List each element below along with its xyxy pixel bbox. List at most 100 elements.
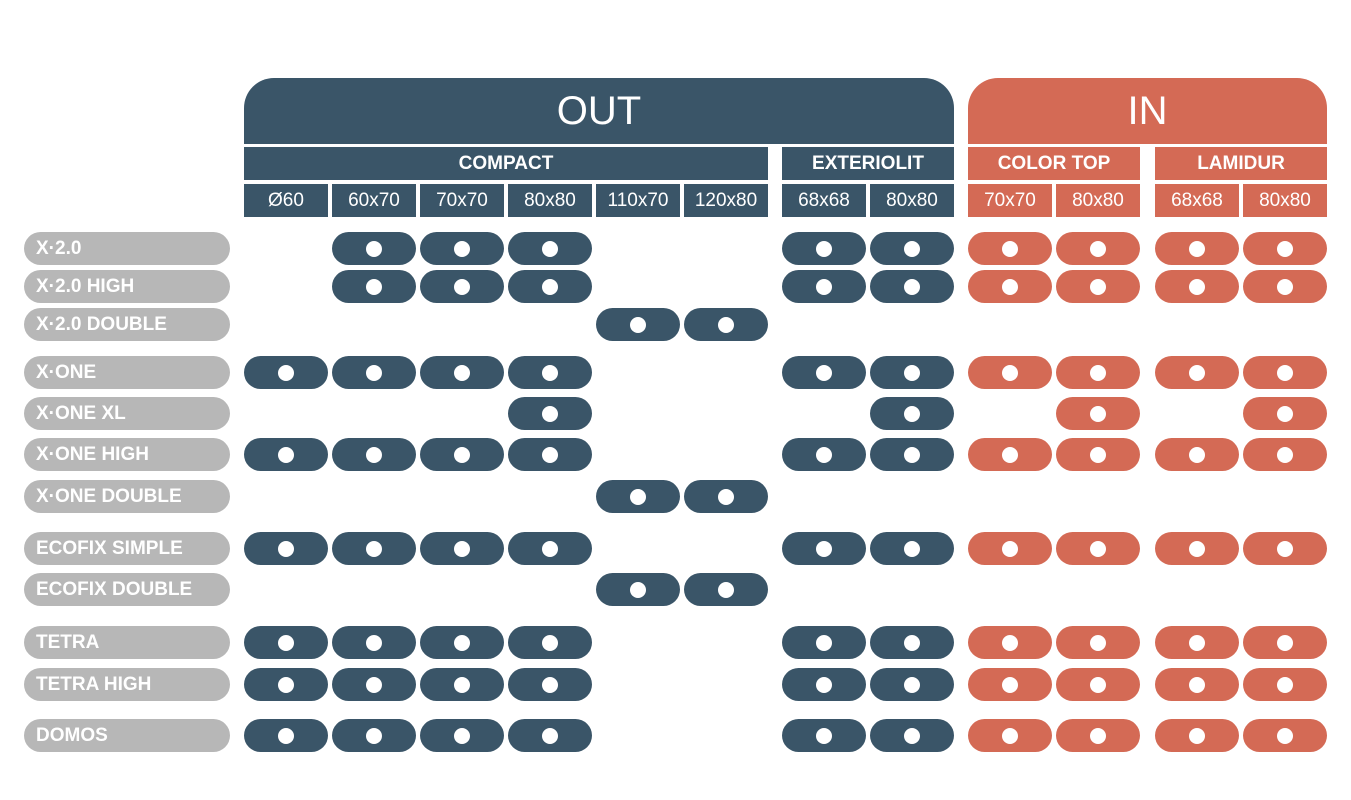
availability-pill: [420, 438, 504, 471]
availability-dot-icon: [1090, 727, 1106, 744]
size-header-compact-70x70: 70x70: [420, 184, 504, 217]
availability-pill: [508, 532, 592, 565]
availability-dot-icon: [278, 364, 294, 381]
row-label-x-one: X·ONE: [24, 356, 230, 389]
availability-dot-icon: [718, 581, 734, 598]
availability-dot-icon: [1090, 278, 1106, 295]
row-label-ecofix-simple: ECOFIX SIMPLE: [24, 532, 230, 565]
availability-pill: [870, 270, 954, 303]
size-header-compact-60x70: 60x70: [332, 184, 416, 217]
availability-pill: [968, 232, 1052, 265]
availability-pill: [1155, 232, 1239, 265]
availability-dot-icon: [630, 316, 646, 333]
availability-pill: [420, 719, 504, 752]
availability-pill: [870, 356, 954, 389]
availability-dot-icon: [1277, 634, 1293, 651]
availability-pill: [968, 356, 1052, 389]
availability-dot-icon: [366, 446, 382, 463]
row-label-x-2-0: X·2.0: [24, 232, 230, 265]
row-label-x-2-0-high: X·2.0 HIGH: [24, 270, 230, 303]
size-header-color-top-70x70: 70x70: [968, 184, 1052, 217]
availability-pill: [1056, 270, 1140, 303]
availability-pill: [1056, 397, 1140, 430]
availability-dot-icon: [454, 540, 470, 557]
availability-dot-icon: [904, 446, 920, 463]
availability-dot-icon: [816, 634, 832, 651]
availability-dot-icon: [1189, 540, 1205, 557]
availability-pill: [968, 438, 1052, 471]
availability-pill: [968, 626, 1052, 659]
availability-pill: [968, 532, 1052, 565]
availability-dot-icon: [1189, 278, 1205, 295]
availability-pill: [1243, 397, 1327, 430]
availability-pill: [508, 232, 592, 265]
availability-pill: [332, 719, 416, 752]
availability-dot-icon: [1189, 634, 1205, 651]
availability-dot-icon: [454, 727, 470, 744]
size-header-compact-110x70: 110x70: [596, 184, 680, 217]
availability-pill: [968, 668, 1052, 701]
availability-pill: [1056, 719, 1140, 752]
size-header-compact-120x80: 120x80: [684, 184, 768, 217]
availability-pill: [1056, 356, 1140, 389]
availability-pill: [508, 270, 592, 303]
row-label-x-one-xl: X·ONE XL: [24, 397, 230, 430]
availability-dot-icon: [904, 364, 920, 381]
availability-pill: [244, 719, 328, 752]
availability-dot-icon: [1090, 676, 1106, 693]
availability-dot-icon: [718, 316, 734, 333]
availability-dot-icon: [454, 364, 470, 381]
availability-pill: [1243, 270, 1327, 303]
availability-pill: [1243, 626, 1327, 659]
availability-dot-icon: [542, 727, 558, 744]
availability-dot-icon: [816, 727, 832, 744]
availability-pill: [596, 480, 680, 513]
availability-dot-icon: [630, 581, 646, 598]
availability-dot-icon: [904, 240, 920, 257]
availability-pill: [870, 532, 954, 565]
availability-dot-icon: [1002, 676, 1018, 693]
availability-dot-icon: [454, 240, 470, 257]
availability-dot-icon: [542, 676, 558, 693]
availability-dot-icon: [904, 634, 920, 651]
availability-pill: [332, 438, 416, 471]
availability-dot-icon: [1002, 540, 1018, 557]
availability-dot-icon: [366, 240, 382, 257]
availability-dot-icon: [454, 676, 470, 693]
availability-pill: [420, 626, 504, 659]
availability-pill: [1155, 270, 1239, 303]
availability-dot-icon: [904, 405, 920, 422]
availability-pill: [1155, 532, 1239, 565]
availability-dot-icon: [816, 540, 832, 557]
availability-dot-icon: [630, 488, 646, 505]
availability-pill: [870, 719, 954, 752]
availability-dot-icon: [1277, 405, 1293, 422]
availability-dot-icon: [1090, 364, 1106, 381]
availability-dot-icon: [542, 634, 558, 651]
availability-dot-icon: [718, 488, 734, 505]
availability-dot-icon: [278, 727, 294, 744]
availability-dot-icon: [366, 634, 382, 651]
availability-pill: [420, 532, 504, 565]
availability-pill: [1056, 626, 1140, 659]
availability-dot-icon: [366, 727, 382, 744]
availability-dot-icon: [904, 540, 920, 557]
section-header-in: IN: [968, 78, 1327, 144]
availability-dot-icon: [816, 446, 832, 463]
availability-pill: [332, 626, 416, 659]
availability-pill: [684, 573, 768, 606]
availability-dot-icon: [454, 634, 470, 651]
availability-pill: [1243, 232, 1327, 265]
size-header-exteriolit-68x68: 68x68: [782, 184, 866, 217]
availability-pill: [782, 532, 866, 565]
availability-pill: [1243, 719, 1327, 752]
row-label-domos: DOMOS: [24, 719, 230, 752]
availability-pill: [332, 356, 416, 389]
availability-dot-icon: [1002, 446, 1018, 463]
size-header-color-top-80x80: 80x80: [1056, 184, 1140, 217]
availability-dot-icon: [816, 364, 832, 381]
availability-pill: [870, 438, 954, 471]
availability-pill: [1056, 232, 1140, 265]
availability-pill: [782, 438, 866, 471]
